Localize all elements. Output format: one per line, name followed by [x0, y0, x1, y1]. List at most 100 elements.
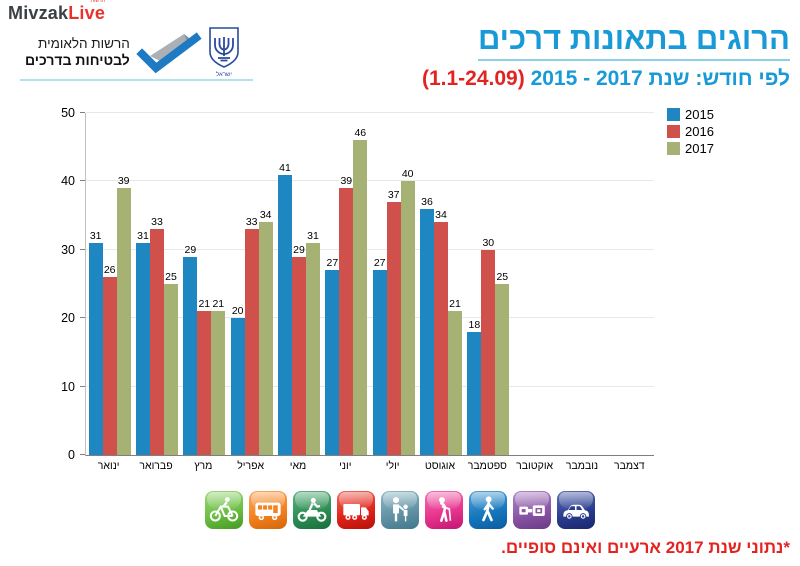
bar-2016	[244, 229, 259, 455]
rsa-logo-line2: לבטיחות בדרכים	[25, 51, 130, 68]
pedestrian-icon-reflection	[469, 530, 507, 541]
bar-value-label: 41	[279, 161, 291, 174]
y-tick-label: 50	[61, 106, 75, 120]
bar-value-label: 25	[496, 271, 509, 283]
bar-2016	[386, 201, 401, 455]
x-axis-label: יולי	[385, 460, 400, 472]
x-axis-label: מאי	[289, 460, 307, 472]
car-icon-wrap	[557, 491, 595, 541]
bar-group	[607, 113, 654, 455]
road-safety-authority-logo: הרשות הלאומית לבטיחות בדרכים	[25, 30, 202, 74]
pedestrian-icon-wrap	[469, 491, 507, 541]
rsa-logo-line1: הרשות הלאומית	[38, 36, 130, 52]
bar-value-label: 29	[184, 243, 197, 256]
bar-2016	[433, 222, 448, 455]
bar-2016	[197, 311, 212, 455]
bar-2017	[495, 284, 510, 455]
bar-value-label: 39	[117, 175, 130, 188]
y-tick	[80, 248, 85, 250]
bar-2017	[163, 284, 178, 455]
page-subtitle: לפי חודש: שנת 2017 - 2015 (1.1-24.09)	[422, 67, 790, 91]
emblem-label: ישראל	[216, 72, 232, 78]
y-tick-label: 20	[61, 311, 75, 326]
mivzaklive-logo: MivzakLive חדשות	[8, 0, 106, 24]
bar-2016	[102, 277, 117, 455]
bar-value-label: 29	[293, 243, 305, 256]
legend-swatch	[667, 108, 680, 121]
bar-2015	[277, 174, 292, 455]
bar-value-label: 25	[165, 271, 177, 283]
bar-2015	[88, 242, 103, 455]
mivzaklive-logo-black: Mivzak	[8, 3, 69, 23]
y-tick	[80, 317, 85, 319]
bar-2016	[291, 256, 306, 455]
seatbelt-icon-reflection	[513, 530, 551, 541]
plot-area: 31 26 39 31 33 25 29 21 21 20 33 34 41 29 31 27 39 46 27 37…	[85, 112, 654, 456]
x-axis-label: מרץ	[194, 460, 213, 472]
bar-group	[512, 113, 559, 455]
bar-2015	[135, 242, 150, 455]
bicycle-icon	[205, 491, 243, 529]
y-tick	[80, 454, 85, 455]
legend-label: 2016	[685, 124, 714, 139]
bar-value-label: 21	[449, 298, 461, 311]
gridline	[86, 112, 654, 113]
gridline	[86, 248, 654, 250]
bar-value-label: 21	[198, 298, 211, 311]
bar-value-label: 21	[212, 298, 225, 311]
bar-value-label: 37	[387, 188, 400, 201]
bar-value-label: 33	[151, 216, 163, 229]
bar-value-label: 26	[103, 264, 116, 277]
mivzaklive-logo-red: Live חדשות	[68, 0, 106, 23]
bus-icon	[249, 491, 287, 529]
subtitle-text: לפי חודש: שנת 2017 - 2015	[524, 67, 790, 90]
elderly-pedestrian-icon	[425, 491, 463, 529]
legend-item-2017: 2017	[667, 142, 714, 155]
bar-group: 20 33 34	[228, 113, 275, 455]
bar-value-label: 36	[421, 195, 433, 208]
gridline	[86, 180, 654, 182]
bar-group: 18 30 25	[465, 113, 512, 455]
menorah-icon	[209, 27, 239, 68]
legend-swatch	[667, 125, 680, 138]
bar-value-label: 33	[245, 216, 258, 229]
mivzaklive-tagline: חדשות	[90, 0, 106, 4]
x-axis-label: אוגוסט	[424, 460, 456, 472]
bar-value-label: 27	[326, 257, 339, 270]
bar-2017	[353, 140, 368, 455]
truck-icon-wrap	[337, 491, 375, 541]
header-divider	[20, 79, 253, 81]
truck-icon	[337, 491, 375, 529]
legend-label: 2017	[685, 141, 714, 156]
bar-value-label: 18	[468, 318, 481, 331]
legend-swatch	[667, 142, 680, 155]
legend-label: 2015	[685, 107, 714, 122]
x-axis-label: ינואר	[97, 460, 120, 472]
seatbelt-icon-wrap	[513, 491, 551, 541]
bar-2017	[116, 188, 131, 455]
motorcycle-icon-reflection	[293, 530, 331, 541]
adult-and-child-icon-wrap	[381, 491, 419, 541]
x-axis-label: פברואר	[139, 460, 173, 472]
bar-value-label: 31	[137, 229, 149, 242]
x-axis-label: אפריל	[237, 460, 265, 472]
x-axis-label: ספטמבר	[467, 460, 507, 472]
y-axis: 0 10 20 30 40 50	[45, 106, 85, 462]
bar-2017	[447, 311, 462, 455]
truck-icon-reflection	[337, 530, 375, 541]
bus-icon-wrap	[249, 491, 287, 541]
bar-group: 29 21 21	[181, 113, 228, 455]
y-tick	[80, 385, 85, 387]
y-tick-label: 40	[61, 174, 75, 189]
bar-2015	[372, 270, 387, 455]
gridline	[86, 317, 654, 319]
bus-icon-reflection	[249, 530, 287, 541]
legend-item-2015: 2015	[667, 108, 714, 121]
adult-and-child-icon-reflection	[381, 530, 419, 541]
bar-2017	[258, 222, 273, 455]
bar-group: 31 26 39	[86, 113, 133, 455]
rsa-checkmark-icon	[136, 32, 202, 74]
bar-value-label: 30	[482, 236, 495, 249]
footnote: *נתוני שנת 2017 ארעיים ואינם סופיים.	[501, 538, 790, 557]
